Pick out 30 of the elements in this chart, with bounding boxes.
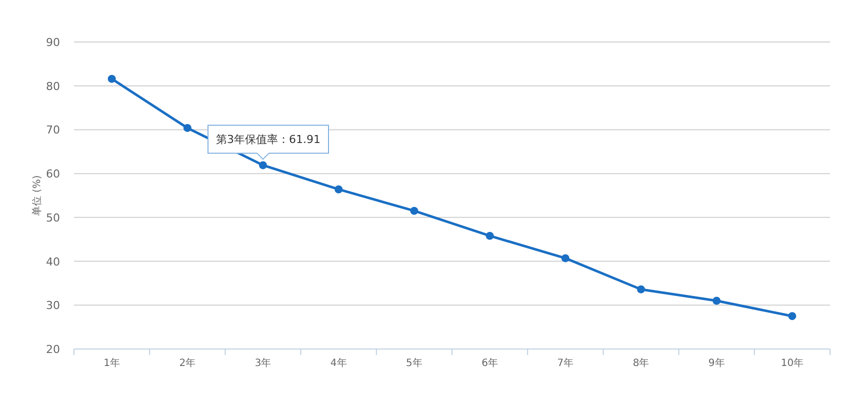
y-axis-title: 单位 (%): [31, 175, 43, 216]
x-tick-label: 5年: [406, 357, 422, 369]
x-tick-label: 8年: [632, 357, 650, 369]
annotation: 第3年保值率：61.91: [216, 133, 320, 146]
point: [410, 206, 418, 215]
y-tick-label: 60: [46, 168, 60, 181]
point: [108, 74, 116, 83]
point: [183, 124, 192, 132]
x-tick-label: 6年: [482, 357, 498, 369]
point: [788, 312, 796, 320]
x-tick-label: 9年: [708, 357, 725, 369]
x-tick-label: 1年: [104, 357, 120, 369]
point: [637, 285, 645, 294]
y-tick-label: 50: [46, 211, 60, 224]
y-tick-label: 40: [46, 255, 60, 268]
y-tick-label: 80: [46, 80, 60, 93]
y-tick-label: 70: [46, 124, 60, 137]
y-tick-label: 20: [46, 343, 60, 356]
x-tick-label: 7年: [557, 357, 574, 369]
point: [486, 232, 494, 240]
x-tick-label: 4年: [330, 357, 347, 369]
y-tick-label: 90: [46, 36, 60, 49]
point: [561, 254, 570, 262]
x-tick-label: 2年: [179, 357, 196, 369]
y-tick-label: 30: [46, 299, 60, 312]
point: [712, 296, 721, 305]
x-tick-label: 10年: [780, 357, 804, 369]
x-tick-label: 3年: [254, 357, 272, 369]
point: [259, 161, 267, 170]
point: [334, 185, 343, 194]
